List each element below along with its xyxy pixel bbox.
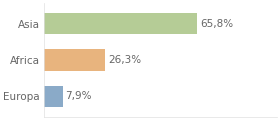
Bar [44,86,63,107]
Text: 7,9%: 7,9% [66,91,92,102]
Bar [44,49,105,71]
Bar [44,13,197,34]
Text: 65,8%: 65,8% [200,18,233,29]
Text: 26,3%: 26,3% [108,55,141,65]
